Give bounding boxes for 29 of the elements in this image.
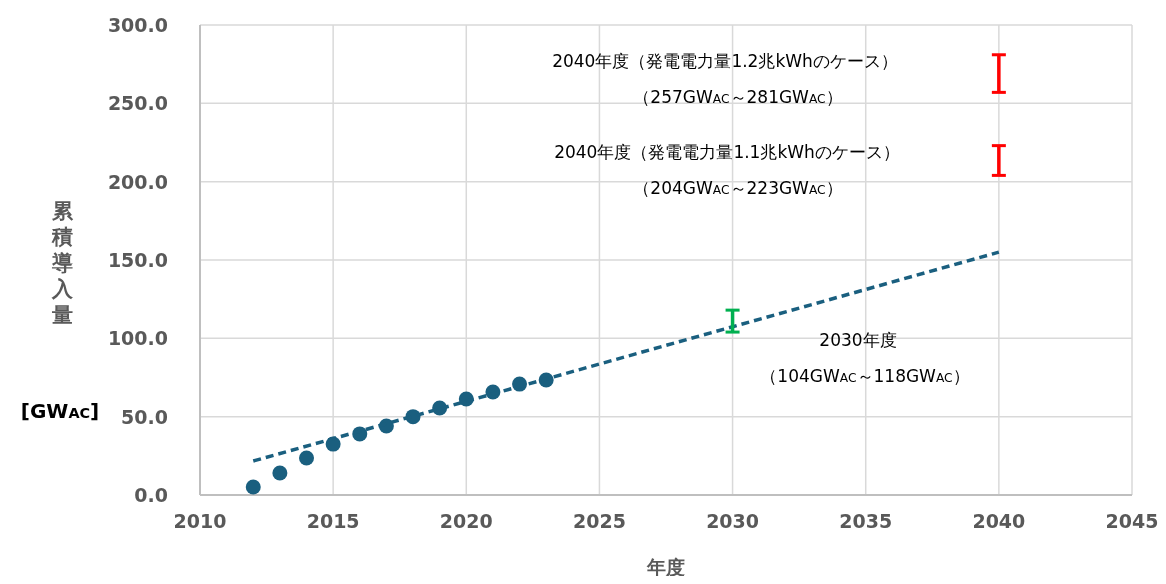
point <box>299 450 315 466</box>
annotation: （257GWAC～281GWAC） <box>633 87 843 107</box>
bar <box>997 54 1001 93</box>
x-tick-label: 2010 <box>173 510 227 532</box>
point <box>272 465 288 481</box>
y-axis-title: 累積導入量 <box>50 199 74 327</box>
y-tick-label: 50.0 <box>121 405 168 428</box>
y-tick-label: 0.0 <box>134 484 168 506</box>
point <box>245 479 261 495</box>
x-tick-label: 2020 <box>439 510 493 532</box>
y-tick-label: 200.0 <box>107 170 168 193</box>
x-tick-label: 2035 <box>839 510 893 532</box>
y-tick-label: 100.0 <box>107 327 168 350</box>
x-tick-label: 2030 <box>706 510 760 532</box>
y-tick-label: 250.0 <box>107 92 168 115</box>
annotation: （104GWAC～118GWAC） <box>760 366 970 386</box>
x-tick-label: 2025 <box>572 510 626 532</box>
x-tick-label: 2015 <box>306 510 360 532</box>
y-tick-label: 150.0 <box>107 249 168 271</box>
y-tick-label: 300.0 <box>107 14 168 36</box>
bar <box>997 145 1001 176</box>
annotation: （204GWAC～223GWAC） <box>633 178 843 198</box>
annotation: 2040年度（発電電力量1.1兆kWhのケース） <box>554 142 900 162</box>
x-tick-label: 2045 <box>1105 510 1159 532</box>
text: [GWAC] <box>20 399 100 423</box>
annotation: 2040年度（発電電力量1.2兆kWhのケース） <box>552 51 898 71</box>
x-tick-label: 2040 <box>972 510 1026 532</box>
annotation: 2030年度 <box>819 330 897 350</box>
x-axis-title: 年度 <box>646 556 685 578</box>
